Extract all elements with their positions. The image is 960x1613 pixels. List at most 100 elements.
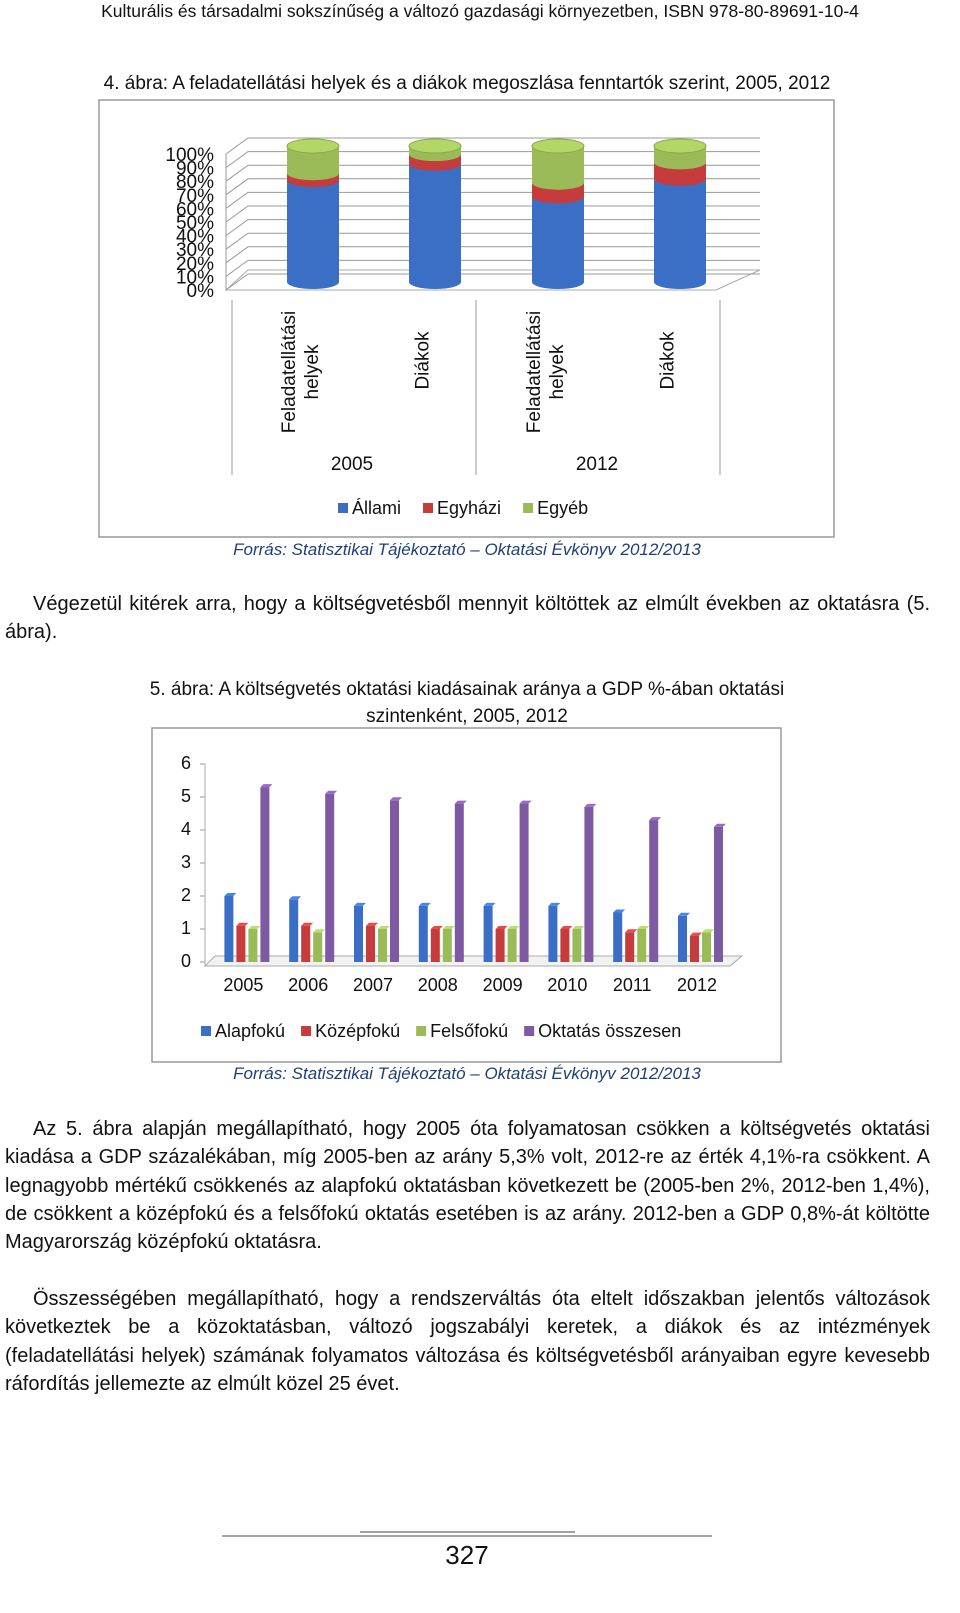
y-tick-label: 100% <box>165 145 214 166</box>
bar-top <box>507 926 520 929</box>
cylinder-bottom <box>532 275 584 289</box>
bar <box>418 905 428 962</box>
figure-source: Forrás: Statisztikai Tájékoztató – Oktat… <box>233 1064 701 1083</box>
y-tick-label: 3 <box>181 852 191 872</box>
bar-top <box>637 926 650 929</box>
bar <box>313 932 323 962</box>
y-tick-label: 5 <box>181 786 191 806</box>
x-tick-label: 2009 <box>483 975 523 995</box>
grid-line <box>225 178 760 196</box>
bar <box>702 932 711 962</box>
bar <box>714 826 723 962</box>
grid-line <box>225 191 760 209</box>
bar-top <box>625 929 638 933</box>
bar-top <box>714 823 726 827</box>
bar <box>519 803 529 962</box>
bar <box>454 803 464 962</box>
y-tick-label: 10% <box>176 267 214 288</box>
bar <box>495 929 505 962</box>
running-header: Kulturális és társadalmi sokszínűség a v… <box>101 1 859 21</box>
y-tick-label: 40% <box>176 227 214 248</box>
cylinder-segment <box>287 180 339 282</box>
x-tick-label: 2010 <box>547 975 587 995</box>
bar-top <box>224 893 237 896</box>
bar-top <box>678 912 690 916</box>
bar <box>625 932 635 962</box>
legend-label: Állami <box>352 498 401 518</box>
x-tick-label: Feladatellátási helyek <box>524 310 568 434</box>
bar <box>560 929 570 962</box>
cylinder-bottom <box>409 275 461 289</box>
cylinder-bottom <box>532 189 584 204</box>
grid-line <box>225 205 760 223</box>
bar-top <box>260 784 273 788</box>
legend-swatch <box>338 503 348 513</box>
bar-top <box>454 800 467 804</box>
y-tick-label: 0 <box>181 951 191 971</box>
bar <box>690 935 699 962</box>
x-tick-label: 2006 <box>288 975 328 995</box>
bar <box>483 905 493 962</box>
bar <box>613 912 623 962</box>
bar-top <box>483 902 496 906</box>
x-tick-label: Diákok <box>412 331 434 390</box>
bar-top <box>378 926 390 929</box>
cylinder-top <box>286 138 340 154</box>
legend-label: Alapfokú <box>215 1021 285 1041</box>
bar-top <box>430 926 443 929</box>
bar <box>390 800 399 962</box>
grid-line <box>225 219 760 237</box>
bar-top <box>560 926 573 929</box>
cylinder-segment <box>532 196 584 282</box>
y-tick-label: 80% <box>176 172 214 193</box>
bar <box>366 925 375 962</box>
y-tick-label: 6 <box>181 753 191 773</box>
figure-caption: 4. ábra: A feladatellátási helyek és a d… <box>103 73 831 94</box>
cylinder-bottom <box>532 175 584 190</box>
paragraph: Az 5. ábra alapján megállapítható, hogy … <box>5 1118 930 1254</box>
grid-line <box>225 273 760 291</box>
bar-top <box>613 909 626 913</box>
legend-label: Egyházi <box>437 498 501 518</box>
y-tick-label: 4 <box>181 819 191 839</box>
legend-swatch <box>301 1026 312 1036</box>
grid-line <box>225 232 760 250</box>
chart-frame <box>98 99 835 538</box>
bar <box>649 820 659 962</box>
bar-top <box>702 929 714 933</box>
y-tick-label: 70% <box>176 186 214 207</box>
x-tick-label: Feladatellátási helyek <box>279 310 323 434</box>
grid-line <box>225 259 760 277</box>
grid-line <box>225 137 760 155</box>
y-tick-label: 2 <box>181 885 191 905</box>
bar-top <box>572 926 585 929</box>
bar <box>572 929 582 962</box>
cylinder-top <box>531 138 585 154</box>
bar-top <box>418 902 431 906</box>
paragraph: Végezetül kitérek arra, hogy a költségve… <box>5 593 930 644</box>
bar <box>289 899 299 962</box>
bar <box>248 929 258 962</box>
x-tick-label: 2008 <box>418 975 458 995</box>
group-label: 2012 <box>576 454 618 475</box>
bar <box>301 925 311 962</box>
grid-line <box>225 164 760 182</box>
legend-label: Oktatás összesen <box>538 1021 681 1041</box>
bar-top <box>584 803 597 807</box>
y-tick-label: 0% <box>187 281 215 302</box>
bar <box>354 905 363 962</box>
cylinder-bottom <box>654 275 706 289</box>
bar-top <box>548 902 561 906</box>
bar-top <box>442 926 455 929</box>
bar-top <box>390 797 402 801</box>
paragraph: Összességében megállapítható, hogy a ren… <box>5 1288 930 1395</box>
bar-top <box>495 926 508 929</box>
grid-line <box>225 246 760 264</box>
bar <box>548 905 558 962</box>
y-tick-label: 20% <box>176 254 214 275</box>
legend-swatch <box>523 503 534 513</box>
x-tick-label: 2007 <box>353 975 393 995</box>
